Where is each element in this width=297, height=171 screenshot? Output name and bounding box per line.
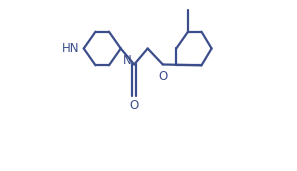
Text: O: O [158, 70, 168, 83]
Text: N: N [122, 54, 131, 67]
Text: HN: HN [62, 42, 80, 55]
Text: O: O [129, 99, 139, 112]
